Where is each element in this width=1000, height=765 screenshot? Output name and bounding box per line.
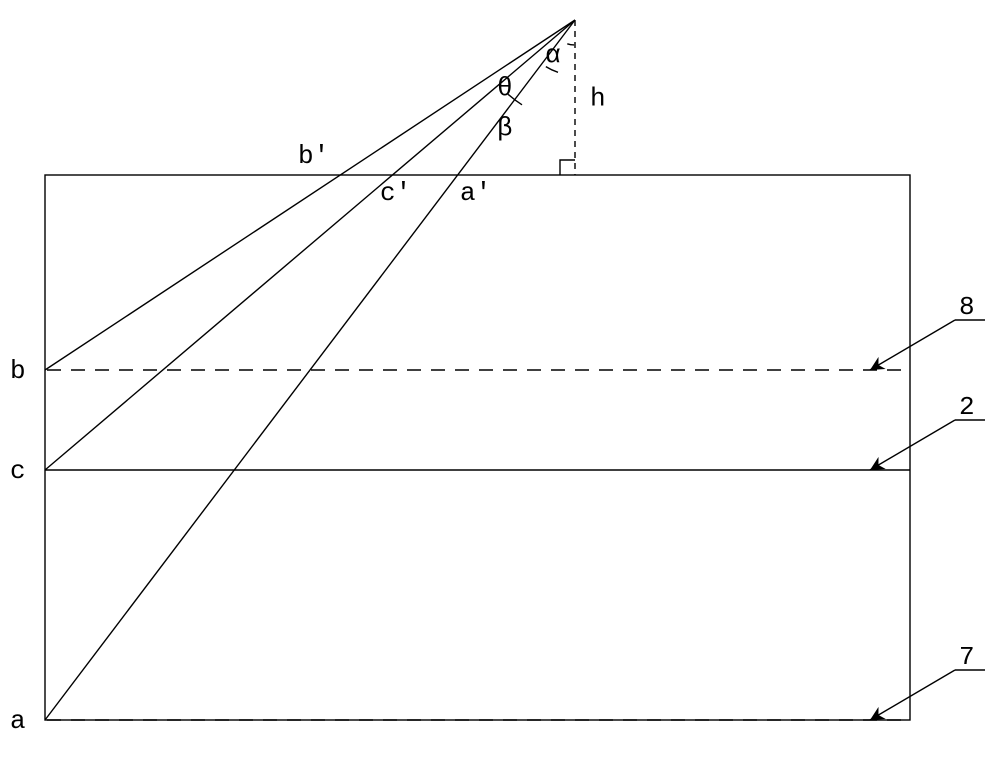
svg-text:2: 2 xyxy=(959,392,975,422)
svg-text:b: b xyxy=(10,356,26,386)
svg-text:b': b' xyxy=(298,141,329,171)
leader-7 xyxy=(870,670,955,720)
svg-text:a': a' xyxy=(460,178,491,208)
right-angle-marker xyxy=(560,160,575,175)
leader-2 xyxy=(870,420,955,470)
svg-text:h: h xyxy=(590,84,606,114)
angle-arc-0 xyxy=(567,44,574,45)
svg-text:θ: θ xyxy=(497,73,513,103)
svg-text:α: α xyxy=(545,40,561,70)
leader-8 xyxy=(870,320,955,370)
svg-text:8: 8 xyxy=(959,292,975,322)
svg-text:c': c' xyxy=(380,178,411,208)
svg-text:a: a xyxy=(10,706,26,736)
ray-c xyxy=(45,20,575,470)
svg-text:β: β xyxy=(497,113,513,143)
outer-box xyxy=(45,175,910,720)
ray-b xyxy=(45,20,575,370)
svg-text:7: 7 xyxy=(959,642,975,672)
svg-text:c: c xyxy=(10,456,26,486)
